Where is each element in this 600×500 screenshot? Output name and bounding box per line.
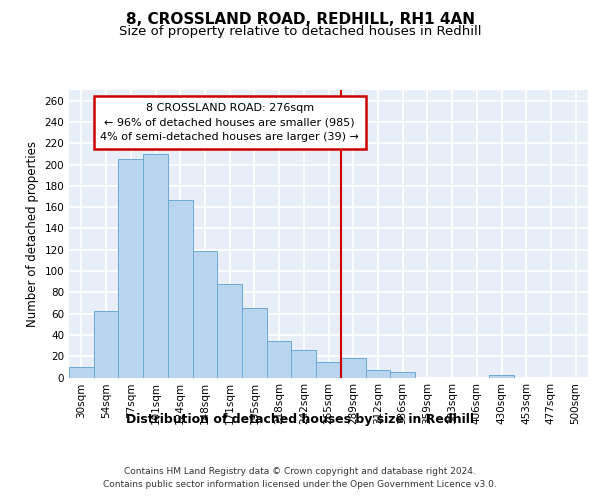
- Text: Size of property relative to detached houses in Redhill: Size of property relative to detached ho…: [119, 25, 481, 38]
- Bar: [217, 284, 242, 378]
- Bar: [118, 159, 143, 378]
- Bar: [390, 372, 415, 378]
- Bar: [94, 312, 118, 378]
- Text: 8 CROSSLAND ROAD: 276sqm
← 96% of detached houses are smaller (985)
4% of semi-d: 8 CROSSLAND ROAD: 276sqm ← 96% of detach…: [100, 103, 359, 142]
- Bar: [292, 350, 316, 378]
- Text: 8, CROSSLAND ROAD, REDHILL, RH1 4AN: 8, CROSSLAND ROAD, REDHILL, RH1 4AN: [125, 12, 475, 28]
- Bar: [267, 342, 292, 378]
- Text: Contains public sector information licensed under the Open Government Licence v3: Contains public sector information licen…: [103, 480, 497, 489]
- Bar: [316, 362, 341, 378]
- Text: Contains HM Land Registry data © Crown copyright and database right 2024.: Contains HM Land Registry data © Crown c…: [124, 468, 476, 476]
- Bar: [489, 376, 514, 378]
- Bar: [242, 308, 267, 378]
- Text: Distribution of detached houses by size in Redhill: Distribution of detached houses by size …: [126, 412, 474, 426]
- Bar: [69, 367, 94, 378]
- Y-axis label: Number of detached properties: Number of detached properties: [26, 141, 39, 327]
- Bar: [365, 370, 390, 378]
- Bar: [193, 251, 217, 378]
- Bar: [341, 358, 365, 378]
- Bar: [168, 200, 193, 378]
- Bar: [143, 154, 168, 378]
